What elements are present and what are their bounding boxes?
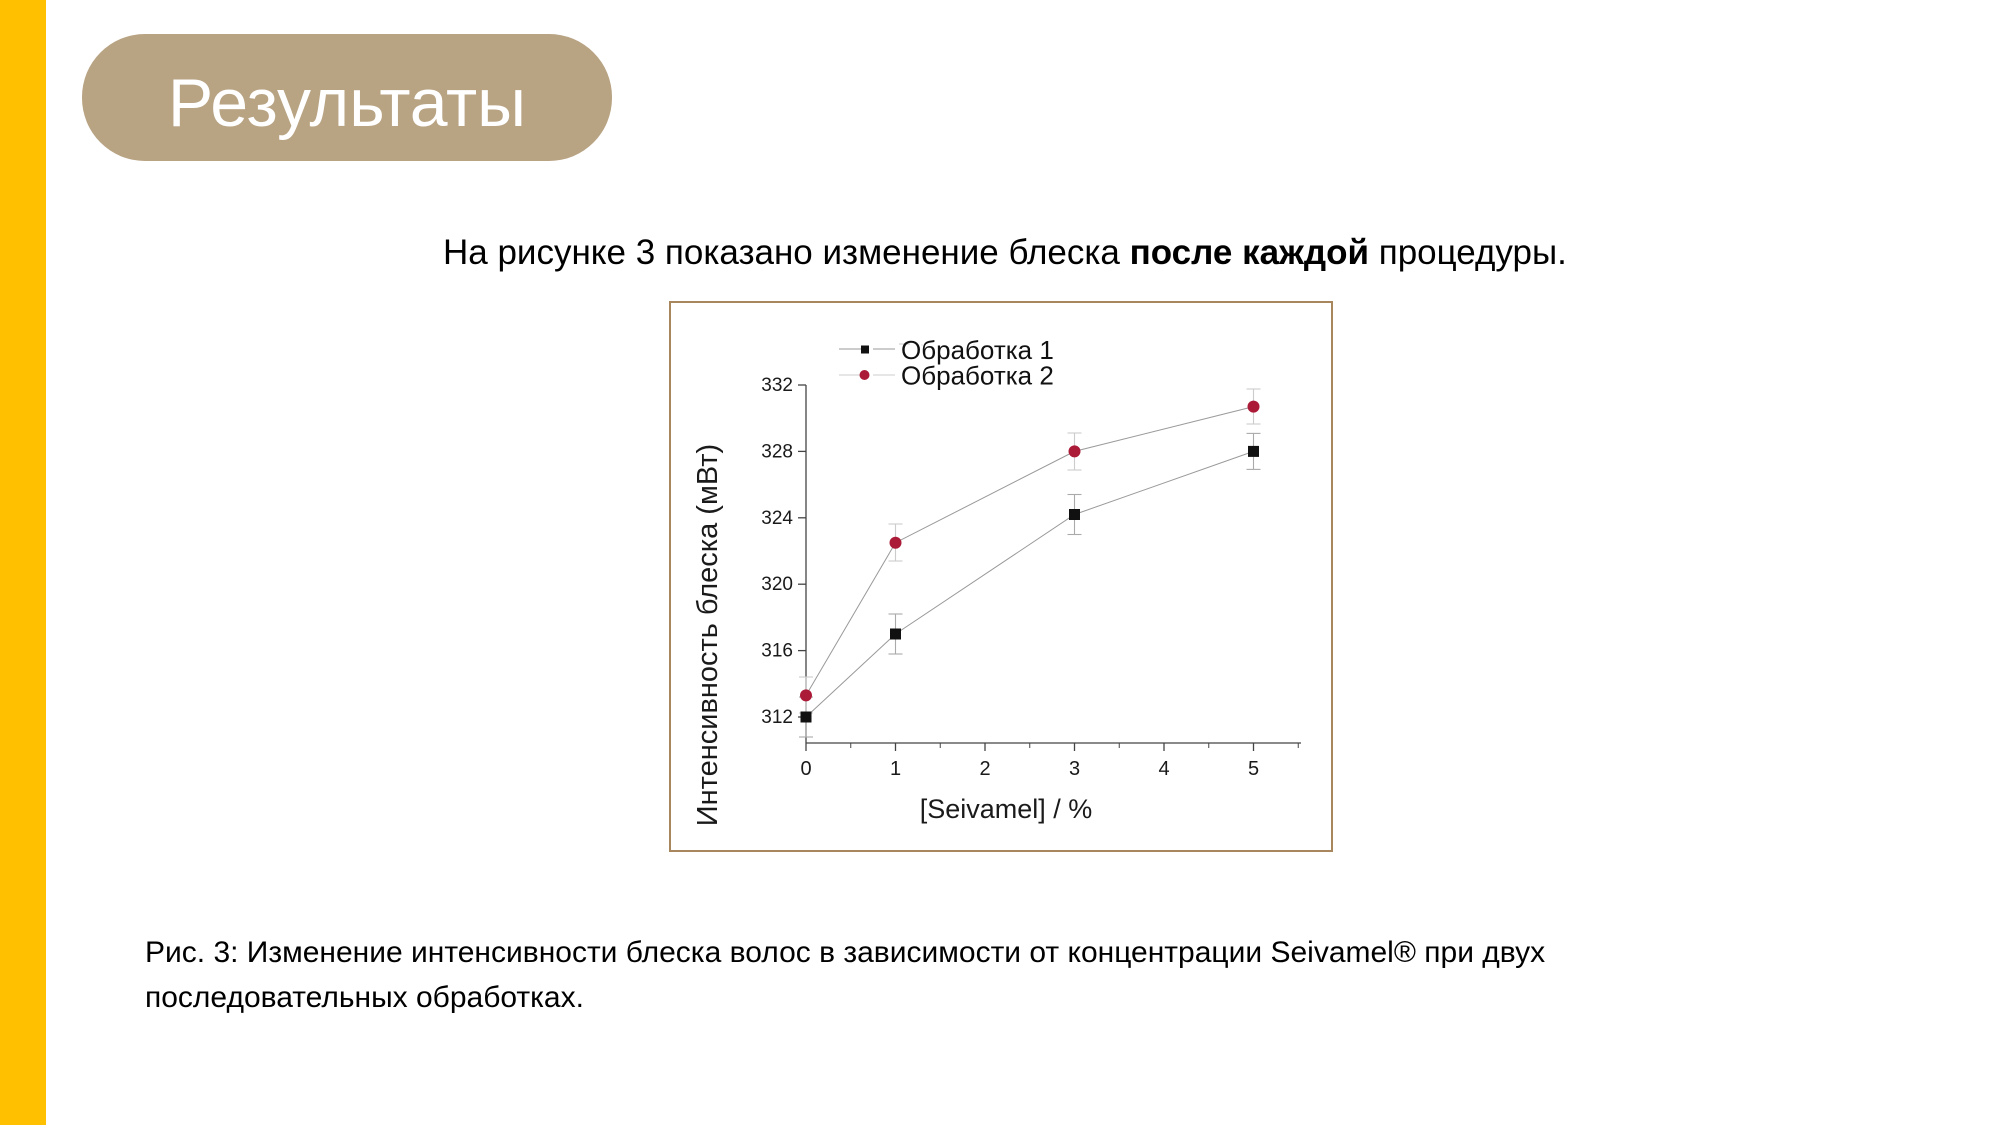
svg-text:[Seivamel] / %: [Seivamel] / % — [920, 794, 1093, 824]
svg-text:320: 320 — [761, 574, 793, 595]
svg-text:1: 1 — [890, 758, 901, 780]
svg-text:324: 324 — [761, 508, 793, 529]
svg-text:4: 4 — [1158, 758, 1169, 780]
svg-text:3: 3 — [1069, 758, 1080, 780]
svg-text:5: 5 — [1248, 758, 1259, 780]
svg-text:328: 328 — [761, 441, 793, 462]
svg-text:312: 312 — [761, 707, 793, 728]
svg-text:2: 2 — [979, 758, 990, 780]
svg-text:Интенсивность блеска (мВт): Интенсивность блеска (мВт) — [692, 444, 724, 826]
svg-text:0: 0 — [800, 758, 811, 780]
svg-text:Обработка 2: Обработка 2 — [901, 361, 1054, 391]
svg-text:332: 332 — [761, 375, 793, 396]
svg-text:316: 316 — [761, 641, 793, 662]
